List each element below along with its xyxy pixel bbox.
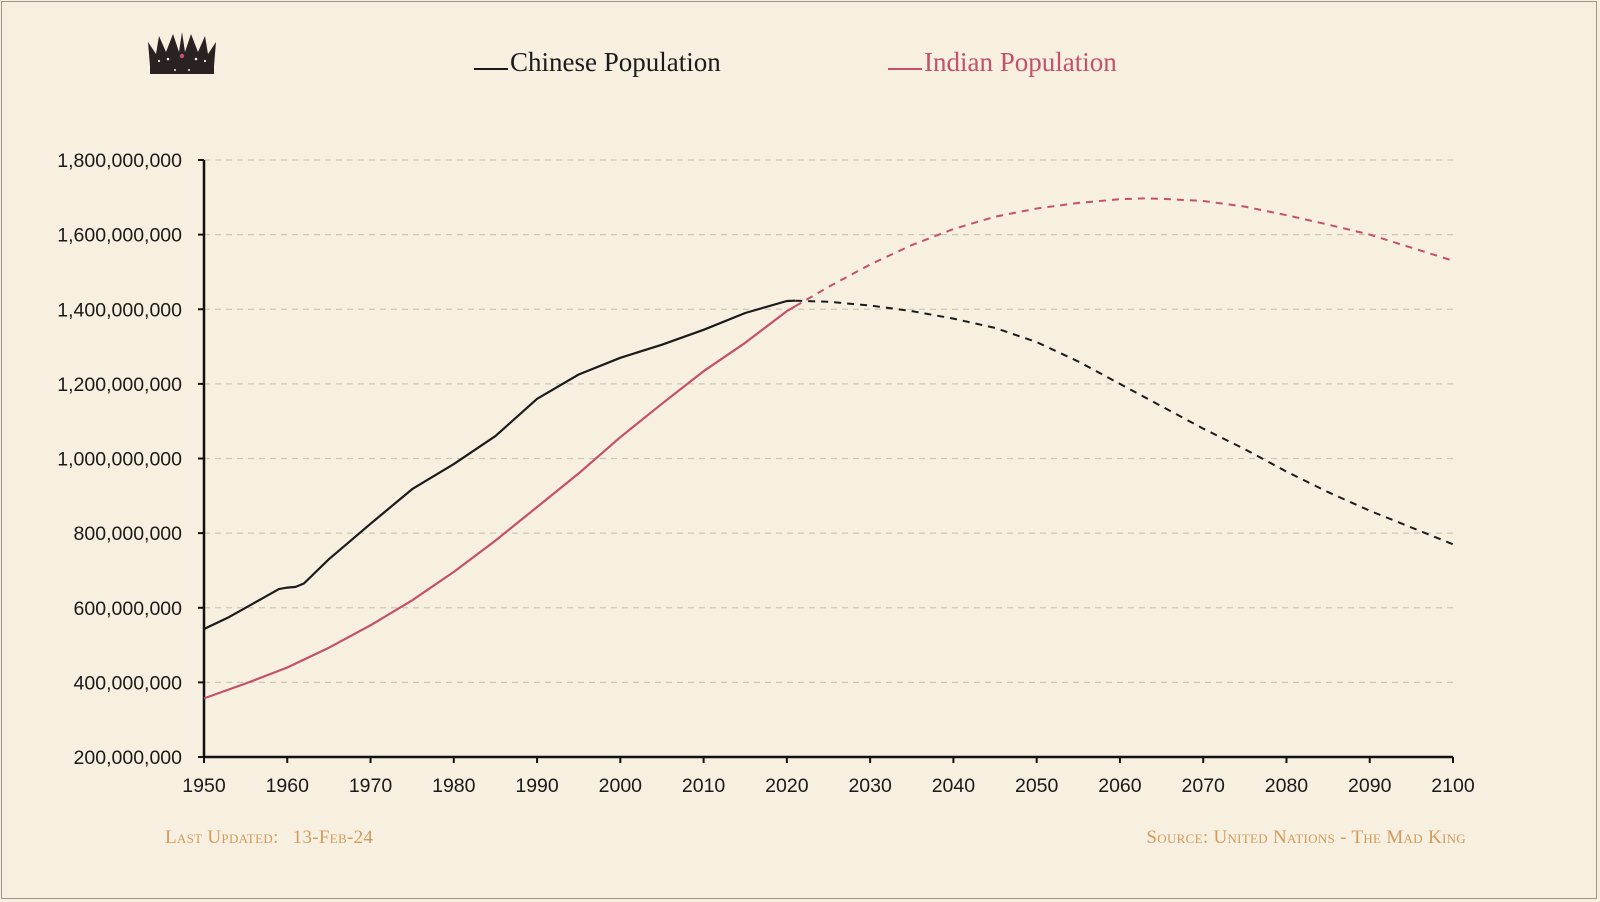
last-updated-label: Last Updated: <box>165 827 279 848</box>
x-tick-label: 2100 <box>1431 775 1475 797</box>
x-tick-label: 2040 <box>932 775 976 797</box>
y-tick-label: 1,200,000,000 <box>57 374 182 396</box>
series-line-indian-projection <box>794 197 1454 308</box>
x-tick-label: 2000 <box>599 775 643 797</box>
y-tick-label: 600,000,000 <box>74 598 183 620</box>
series-line-indian-historical <box>203 305 796 700</box>
y-tick-label: 1,000,000,000 <box>57 449 182 471</box>
x-tick-label: 2080 <box>1265 775 1309 797</box>
x-tick-label: 1990 <box>515 775 559 797</box>
y-tick-label: 200,000,000 <box>74 747 183 769</box>
x-tick-label: 2090 <box>1348 775 1392 797</box>
last-updated-value: 13-Feb-24 <box>292 827 374 848</box>
source-note: Source: United Nations - The Mad King <box>1146 827 1466 848</box>
x-tick-label: 1980 <box>432 775 476 797</box>
y-tick-label: 400,000,000 <box>74 672 183 694</box>
series-line-chinese-projection <box>795 299 1454 546</box>
x-tick-label: 2060 <box>1098 775 1142 797</box>
x-tick-label: 2020 <box>765 775 809 797</box>
crown-icon <box>148 32 216 74</box>
y-tick-label: 800,000,000 <box>74 523 183 545</box>
legend-item-chinese: Chinese Population <box>474 44 721 80</box>
x-tick-label: 2070 <box>1182 775 1226 797</box>
last-updated: Last Updated: 13-Feb-24 <box>165 827 373 849</box>
legend-item-indian: Indian Population <box>888 44 1117 80</box>
x-tick-label: 1970 <box>349 775 393 797</box>
legend-swatch-chinese <box>474 67 508 70</box>
legend-swatch-indian <box>888 67 922 70</box>
x-tick-label: 1950 <box>182 775 226 797</box>
x-tick-label: 1960 <box>266 775 310 797</box>
y-tick-label: 1,800,000,000 <box>57 150 182 172</box>
series-line-chinese-historical <box>203 299 796 630</box>
y-tick-label: 1,600,000,000 <box>57 225 182 247</box>
x-tick-label: 2030 <box>848 775 892 797</box>
x-tick-label: 2050 <box>1015 775 1059 797</box>
x-tick-label: 2010 <box>682 775 726 797</box>
y-tick-label: 1,400,000,000 <box>57 299 182 321</box>
legend-label-chinese: Chinese Population <box>510 47 721 77</box>
legend-label-indian: Indian Population <box>924 47 1117 77</box>
